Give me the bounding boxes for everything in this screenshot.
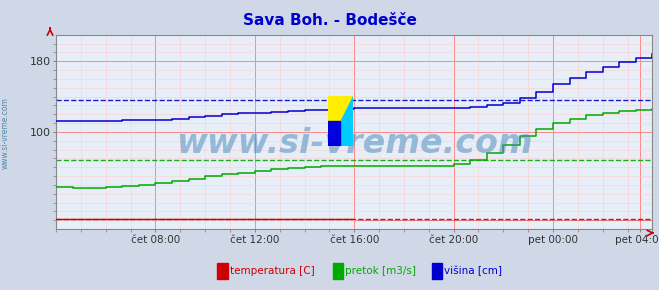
Text: www.si-vreme.com: www.si-vreme.com bbox=[176, 127, 532, 160]
Text: višina [cm]: višina [cm] bbox=[444, 266, 502, 276]
Text: Sava Boh. - Bodešče: Sava Boh. - Bodešče bbox=[243, 13, 416, 28]
Text: pretok [m3/s]: pretok [m3/s] bbox=[345, 266, 416, 276]
Polygon shape bbox=[328, 96, 353, 146]
Polygon shape bbox=[328, 121, 340, 146]
Polygon shape bbox=[328, 96, 353, 146]
Text: temperatura [C]: temperatura [C] bbox=[230, 266, 315, 276]
Text: www.si-vreme.com: www.si-vreme.com bbox=[1, 97, 10, 169]
